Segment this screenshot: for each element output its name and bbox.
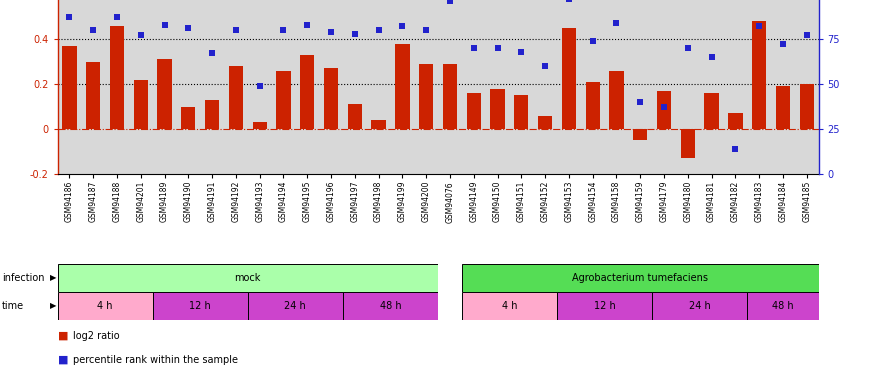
Point [158, 22, 172, 28]
Bar [372, 120, 386, 129]
Point [110, 14, 124, 20]
Text: 4 h: 4 h [502, 301, 517, 311]
Bar [158, 59, 172, 129]
Point [704, 54, 719, 60]
Point [300, 22, 314, 28]
Bar [562, 28, 576, 129]
Text: 12 h: 12 h [189, 301, 212, 311]
Bar [652, 292, 747, 320]
Point [419, 27, 434, 33]
Point [514, 49, 528, 55]
Bar [300, 55, 314, 129]
Point [62, 14, 76, 20]
Bar [752, 21, 766, 129]
Text: infection: infection [2, 273, 44, 283]
Bar [348, 104, 362, 129]
Bar [228, 66, 243, 129]
Point [229, 27, 243, 33]
Bar [557, 292, 652, 320]
Bar [134, 80, 148, 129]
Bar [747, 292, 819, 320]
Point [252, 83, 266, 89]
Point [752, 23, 766, 29]
Bar [396, 44, 410, 129]
Point [276, 27, 290, 33]
Text: ■: ■ [58, 355, 68, 365]
Text: ▶: ▶ [50, 273, 56, 282]
Bar [62, 46, 76, 129]
Bar [609, 70, 624, 129]
Bar [248, 292, 343, 320]
Text: 24 h: 24 h [689, 301, 711, 311]
Bar [442, 64, 458, 129]
Point [348, 31, 362, 37]
Point [205, 50, 219, 56]
Point [800, 32, 814, 38]
Bar [110, 26, 124, 129]
Text: Agrobacterium tumefaciens: Agrobacterium tumefaciens [573, 273, 708, 283]
Point [728, 146, 743, 152]
Point [562, 0, 576, 2]
Point [396, 23, 410, 29]
Text: 48 h: 48 h [772, 301, 794, 311]
Text: 12 h: 12 h [594, 301, 615, 311]
Point [657, 104, 671, 110]
Bar [152, 292, 248, 320]
Point [586, 38, 600, 44]
Point [610, 20, 624, 26]
Bar [438, 292, 462, 320]
Bar [58, 264, 438, 292]
Bar [181, 106, 196, 129]
Bar [490, 88, 504, 129]
Bar [462, 264, 819, 292]
Point [86, 27, 100, 33]
Bar [538, 116, 552, 129]
Bar [419, 64, 434, 129]
Point [181, 25, 196, 31]
Point [633, 99, 647, 105]
Bar [633, 129, 647, 140]
Bar [324, 68, 338, 129]
Bar [657, 91, 671, 129]
Bar [704, 93, 719, 129]
Point [681, 45, 695, 51]
Point [442, 0, 457, 4]
Text: log2 ratio: log2 ratio [73, 331, 120, 340]
Bar [343, 292, 438, 320]
Bar [86, 62, 100, 129]
Point [466, 45, 481, 51]
Bar [514, 95, 528, 129]
Bar [438, 264, 462, 292]
Text: percentile rank within the sample: percentile rank within the sample [73, 355, 238, 365]
Text: ■: ■ [58, 331, 68, 340]
Text: 48 h: 48 h [380, 301, 401, 311]
Bar [776, 86, 790, 129]
Text: 24 h: 24 h [284, 301, 306, 311]
Bar [800, 84, 814, 129]
Point [538, 63, 552, 69]
Bar [276, 70, 290, 129]
Text: 4 h: 4 h [97, 301, 113, 311]
Point [776, 41, 790, 47]
Bar [586, 82, 600, 129]
Bar [466, 93, 481, 129]
Point [490, 45, 504, 51]
Text: mock: mock [235, 273, 261, 283]
Bar [205, 100, 219, 129]
Bar [462, 292, 557, 320]
Bar [252, 122, 267, 129]
Text: ▶: ▶ [50, 302, 56, 310]
Point [134, 32, 148, 38]
Bar [681, 129, 695, 158]
Point [324, 29, 338, 35]
Bar [728, 113, 743, 129]
Text: time: time [2, 301, 24, 311]
Point [372, 27, 386, 33]
Bar [58, 292, 152, 320]
